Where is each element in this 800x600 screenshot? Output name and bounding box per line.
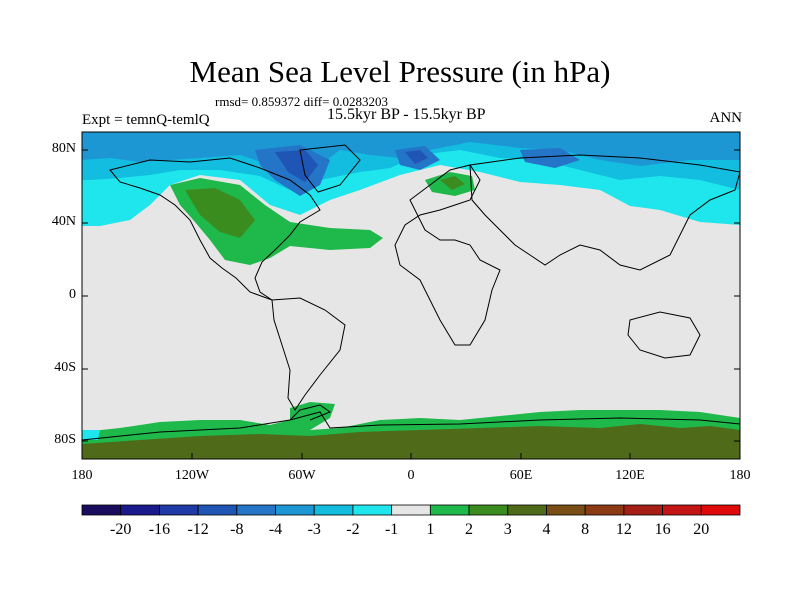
stats-label: rmsd= 0.859372 diff= 0.0283203: [215, 94, 388, 109]
colorbar-label: 4: [542, 521, 551, 538]
south-america-coast: [271, 297, 346, 411]
colorbar-label: 12: [615, 521, 632, 538]
australia-coast: [627, 311, 701, 359]
colorbar-label: -2: [346, 521, 360, 538]
lon-tick-label: 120E: [615, 468, 645, 483]
experiment-label: Expt = temnQ-temlQ: [82, 112, 210, 128]
antarctic-peninsula-coast: [289, 404, 332, 421]
lat-tick-label: 0: [69, 287, 76, 302]
colorbar-swatch: [468, 504, 509, 516]
colorbar-swatch: [623, 504, 663, 516]
colorbar-label: 16: [654, 521, 671, 538]
lon-tick-label: 60W: [288, 468, 316, 483]
colorbar-swatch: [584, 504, 625, 516]
antarctic-olive-region: [82, 424, 740, 459]
lon-tick-label: 120W: [174, 468, 210, 483]
north-america-olive-core: [185, 188, 255, 238]
colorbar: [81, 504, 741, 516]
map-title: Mean Sea Level Pressure (in hPa): [189, 54, 611, 89]
colorbar-label: 3: [503, 521, 512, 538]
colorbar-swatch: [313, 504, 354, 516]
scandinavia-olive-core: [440, 176, 465, 190]
colorbar-swatch: [352, 504, 393, 516]
colorbar-swatch: [275, 504, 315, 516]
coastlines: [81, 144, 741, 441]
season-label: ANN: [709, 110, 743, 126]
colorbar-label: -20: [110, 521, 132, 538]
colorbar-label: -8: [230, 521, 244, 538]
north-deepblue-core: [275, 150, 428, 182]
colorbar-swatch: [236, 504, 276, 516]
antarctica-coast: [81, 411, 741, 441]
lat-tick-label: 40N: [51, 214, 76, 229]
lon-tick-label: 180: [729, 468, 751, 483]
asia-coast: [469, 154, 741, 271]
colorbar-label: -3: [307, 521, 321, 538]
lon-tick-label: 0: [407, 468, 415, 483]
north-midblue-region: [82, 132, 740, 180]
colorbar-swatch: [700, 504, 741, 516]
colorbar-swatch: [81, 504, 122, 516]
axis-ticks: [81, 149, 741, 459]
colorbar-label: -16: [148, 521, 171, 538]
lon-tick-label: 180: [71, 468, 93, 483]
colorbar-label: -12: [187, 521, 209, 538]
lat-tick-label: 80S: [54, 432, 76, 447]
antarctic-cyan-patch: [82, 430, 100, 440]
colorbar-label: -1: [384, 521, 399, 538]
lat-tick-label: 40S: [54, 360, 76, 375]
colorbar-swatch: [120, 504, 160, 516]
colorbar-label: 8: [581, 521, 590, 538]
colorbar-swatch: [197, 504, 238, 516]
north-america-coast: [109, 157, 321, 301]
europe-africa-coast: [394, 164, 501, 346]
period-subtitle: 15.5kyr BP - 15.5kyr BP: [327, 106, 486, 123]
colorbar-label: 2: [465, 521, 474, 538]
colorbar-swatch: [429, 504, 470, 516]
colorbar-label: 1: [426, 521, 435, 538]
colorbar-swatch: [159, 504, 199, 516]
lon-tick-label: 60E: [509, 468, 533, 483]
colorbar-swatch: [391, 504, 431, 516]
colorbar-swatch: [662, 504, 702, 516]
colorbar-label: 20: [693, 521, 710, 538]
lat-tick-label: 80N: [51, 141, 76, 156]
colorbar-label: -4: [268, 521, 283, 538]
colorbar-swatch: [507, 504, 547, 516]
colorbar-swatch: [546, 504, 586, 516]
greenland-coast: [299, 144, 361, 193]
